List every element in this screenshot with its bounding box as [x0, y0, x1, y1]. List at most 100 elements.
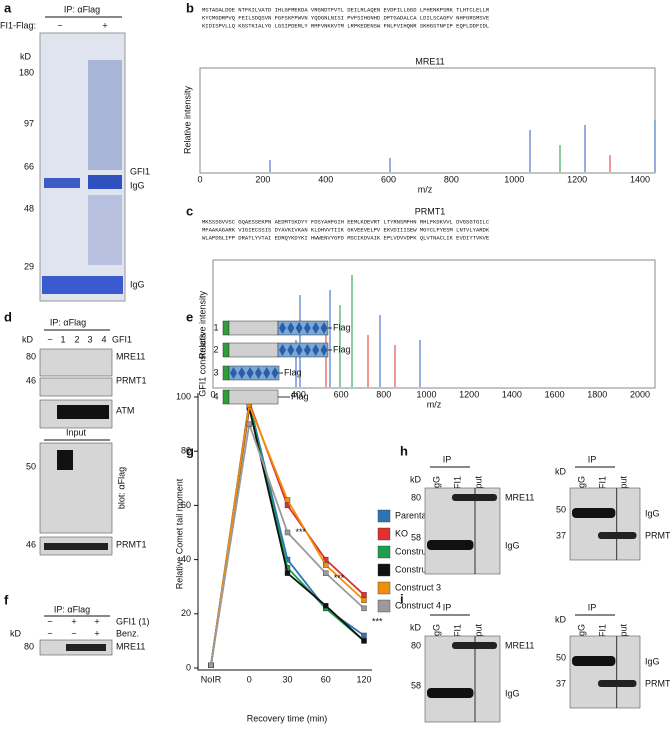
legend-swatch: [377, 581, 391, 595]
marker: 80: [411, 492, 421, 502]
sign: −: [71, 628, 76, 638]
legend-label: KO: [395, 528, 408, 538]
zinc-finger: [320, 322, 328, 334]
x-tick-label: 1000: [416, 389, 436, 399]
band: [88, 175, 122, 189]
band-label: GFI1: [130, 166, 150, 176]
band: [452, 642, 497, 649]
y-tick-label: 60: [181, 500, 191, 510]
ip-label: IP: [588, 602, 597, 612]
ip-label: IP: αFlag: [50, 317, 86, 327]
legend-label: Construct 1: [395, 546, 441, 556]
gfi1: GFI1: [112, 334, 132, 344]
marker: 80: [411, 640, 421, 650]
x-tick-label: 30: [282, 674, 292, 684]
legend-label: Construct 4: [395, 600, 441, 610]
kd: kD: [555, 466, 567, 476]
marker: 50: [26, 461, 36, 471]
x-tick-label: 1400: [630, 174, 650, 184]
peaks: [295, 275, 421, 387]
legend-swatch: [377, 545, 391, 559]
marker: 80: [24, 641, 34, 651]
ip-label: IP: [588, 454, 597, 464]
lane-label: Input: [473, 624, 483, 645]
x-tick-label: 800: [444, 174, 459, 184]
x-tick-label: 400: [318, 174, 333, 184]
domain: [222, 342, 230, 358]
sign: +: [71, 616, 76, 626]
sequence: MSTADALDDE NTFKILVATD IHLGFMEKDA VRGNDTF…: [202, 6, 490, 13]
point: [284, 570, 291, 576]
zinc-finger: [230, 367, 237, 379]
sequence: MFAAKAGARK VIGIECSSIS DYAVKIVKAN KLDHVVT…: [202, 226, 490, 233]
domain: [222, 389, 230, 405]
tag: Flag: [333, 322, 351, 332]
construct-number: 4: [213, 391, 218, 401]
line: [210, 423, 365, 666]
lane-label: Input: [473, 476, 483, 497]
legend-swatch: [377, 527, 391, 541]
band: [598, 680, 637, 687]
axis-label: GFI1 constructs: [197, 333, 207, 397]
band-label: MRE11: [116, 351, 145, 361]
annotation: ***: [334, 573, 345, 583]
x-tick-label: 1200: [459, 389, 479, 399]
row-label: GFI1 (1): [116, 616, 150, 626]
marker: 48: [24, 203, 34, 213]
lane-label: IgG: [431, 624, 441, 639]
line: [210, 407, 365, 666]
point: [284, 497, 291, 503]
panel-letter: e: [186, 309, 193, 324]
zinc-finger: [238, 367, 246, 379]
x-tick-label: 1200: [567, 174, 587, 184]
blot: [39, 442, 113, 534]
domain: [228, 389, 279, 405]
blot: [424, 487, 501, 575]
point: [323, 562, 329, 568]
kd: kD: [20, 51, 32, 61]
row-label: GFI1-Flag:: [0, 20, 36, 30]
band-label: PRMT1: [645, 530, 670, 540]
spectrum-frame: [199, 67, 656, 174]
lane: −: [57, 20, 62, 30]
smear: [88, 60, 122, 170]
spectrum-title: PRMT1: [415, 206, 446, 216]
point: [323, 602, 329, 609]
marker: 50: [556, 652, 566, 662]
marker: 29: [24, 261, 34, 271]
marker: 58: [411, 680, 421, 690]
line: [210, 401, 365, 666]
sequence: KYCMGDRPVQ FEILSDQSVN FGFSKFPWVN YQDGNLN…: [202, 14, 490, 21]
y-label: Relative intensity: [182, 85, 192, 154]
x-tick-label: 1800: [587, 389, 607, 399]
band-label: IgG: [130, 180, 145, 190]
marker: 66: [24, 161, 34, 171]
band-label: MRE11: [116, 641, 145, 651]
zinc-finger: [246, 367, 254, 379]
y-tick-label: 40: [181, 554, 191, 564]
point: [361, 638, 367, 644]
zinc-finger: [312, 344, 320, 356]
zinc-finger: [287, 322, 295, 334]
sequence: MKSSSGVVSC GQAESSEKPN AEDMTSKDYY FDSYAHF…: [202, 218, 490, 225]
band-label: ATM: [116, 405, 134, 415]
lane-label: IgG: [576, 476, 586, 491]
sequence: WLAPDGLIFP DRATLYVTAI EDRQYKDYKI HWWENVY…: [202, 234, 490, 241]
legend-swatch: [377, 563, 391, 577]
point: [323, 570, 329, 576]
band-label: PRMT1: [116, 375, 147, 385]
domain: [228, 342, 279, 358]
domain: [222, 320, 230, 336]
lane: 3: [87, 334, 92, 344]
x-label: m/z: [418, 184, 433, 194]
point: [208, 662, 214, 668]
band: [427, 540, 474, 550]
lane-label: Input: [618, 624, 628, 645]
kd: kD: [10, 628, 22, 638]
blot: [569, 635, 641, 709]
lane: 1: [60, 334, 65, 344]
band: [452, 494, 497, 501]
marker: 80: [26, 351, 36, 361]
lane-label: GFI1: [452, 624, 462, 644]
panel-letter: g: [186, 443, 194, 458]
